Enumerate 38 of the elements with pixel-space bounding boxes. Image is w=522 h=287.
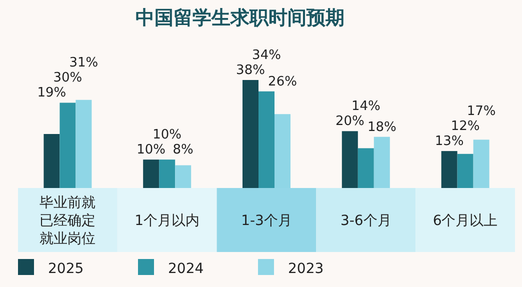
- bar: [358, 148, 374, 188]
- chart-title: 中国留学生求职时间预期: [136, 7, 344, 29]
- bar: [175, 165, 192, 188]
- data-label: 14%: [351, 99, 380, 114]
- data-label: 26%: [268, 74, 297, 90]
- bar: [44, 134, 60, 188]
- x-tick-label: 1-3个月: [241, 213, 292, 229]
- bar: [143, 160, 160, 188]
- x-tick-label: 6个月以上: [432, 213, 498, 229]
- data-label: 20%: [335, 114, 364, 130]
- bar: [60, 102, 76, 188]
- bar: [374, 136, 390, 188]
- bar: [258, 91, 274, 188]
- data-label: 19%: [37, 86, 66, 101]
- data-label: 10%: [152, 128, 182, 143]
- data-label: 10%: [136, 142, 166, 158]
- bar: [76, 100, 92, 188]
- data-label: 17%: [466, 104, 496, 120]
- legend-label: 2025: [48, 261, 84, 277]
- bar: [159, 160, 176, 188]
- data-label: 30%: [53, 70, 82, 86]
- x-tick-label: 1个月以内: [134, 213, 200, 229]
- bar: [342, 131, 358, 188]
- x-tick-label: 3-6个月: [340, 213, 392, 229]
- data-label: 38%: [236, 63, 265, 78]
- bar: [457, 154, 474, 188]
- x-tick-label: 毕业前就已经确定就业岗位: [40, 195, 96, 247]
- data-label: 34%: [252, 48, 281, 63]
- legend-label: 2023: [288, 261, 324, 277]
- data-label: 12%: [450, 119, 480, 134]
- bar: [441, 151, 458, 188]
- data-label: 18%: [367, 120, 396, 135]
- legend-label: 2024: [168, 261, 204, 277]
- data-label: 8%: [172, 142, 194, 158]
- data-label: 13%: [434, 134, 464, 150]
- data-label: 31%: [69, 56, 98, 71]
- bar: [242, 80, 258, 188]
- bar: [473, 140, 490, 188]
